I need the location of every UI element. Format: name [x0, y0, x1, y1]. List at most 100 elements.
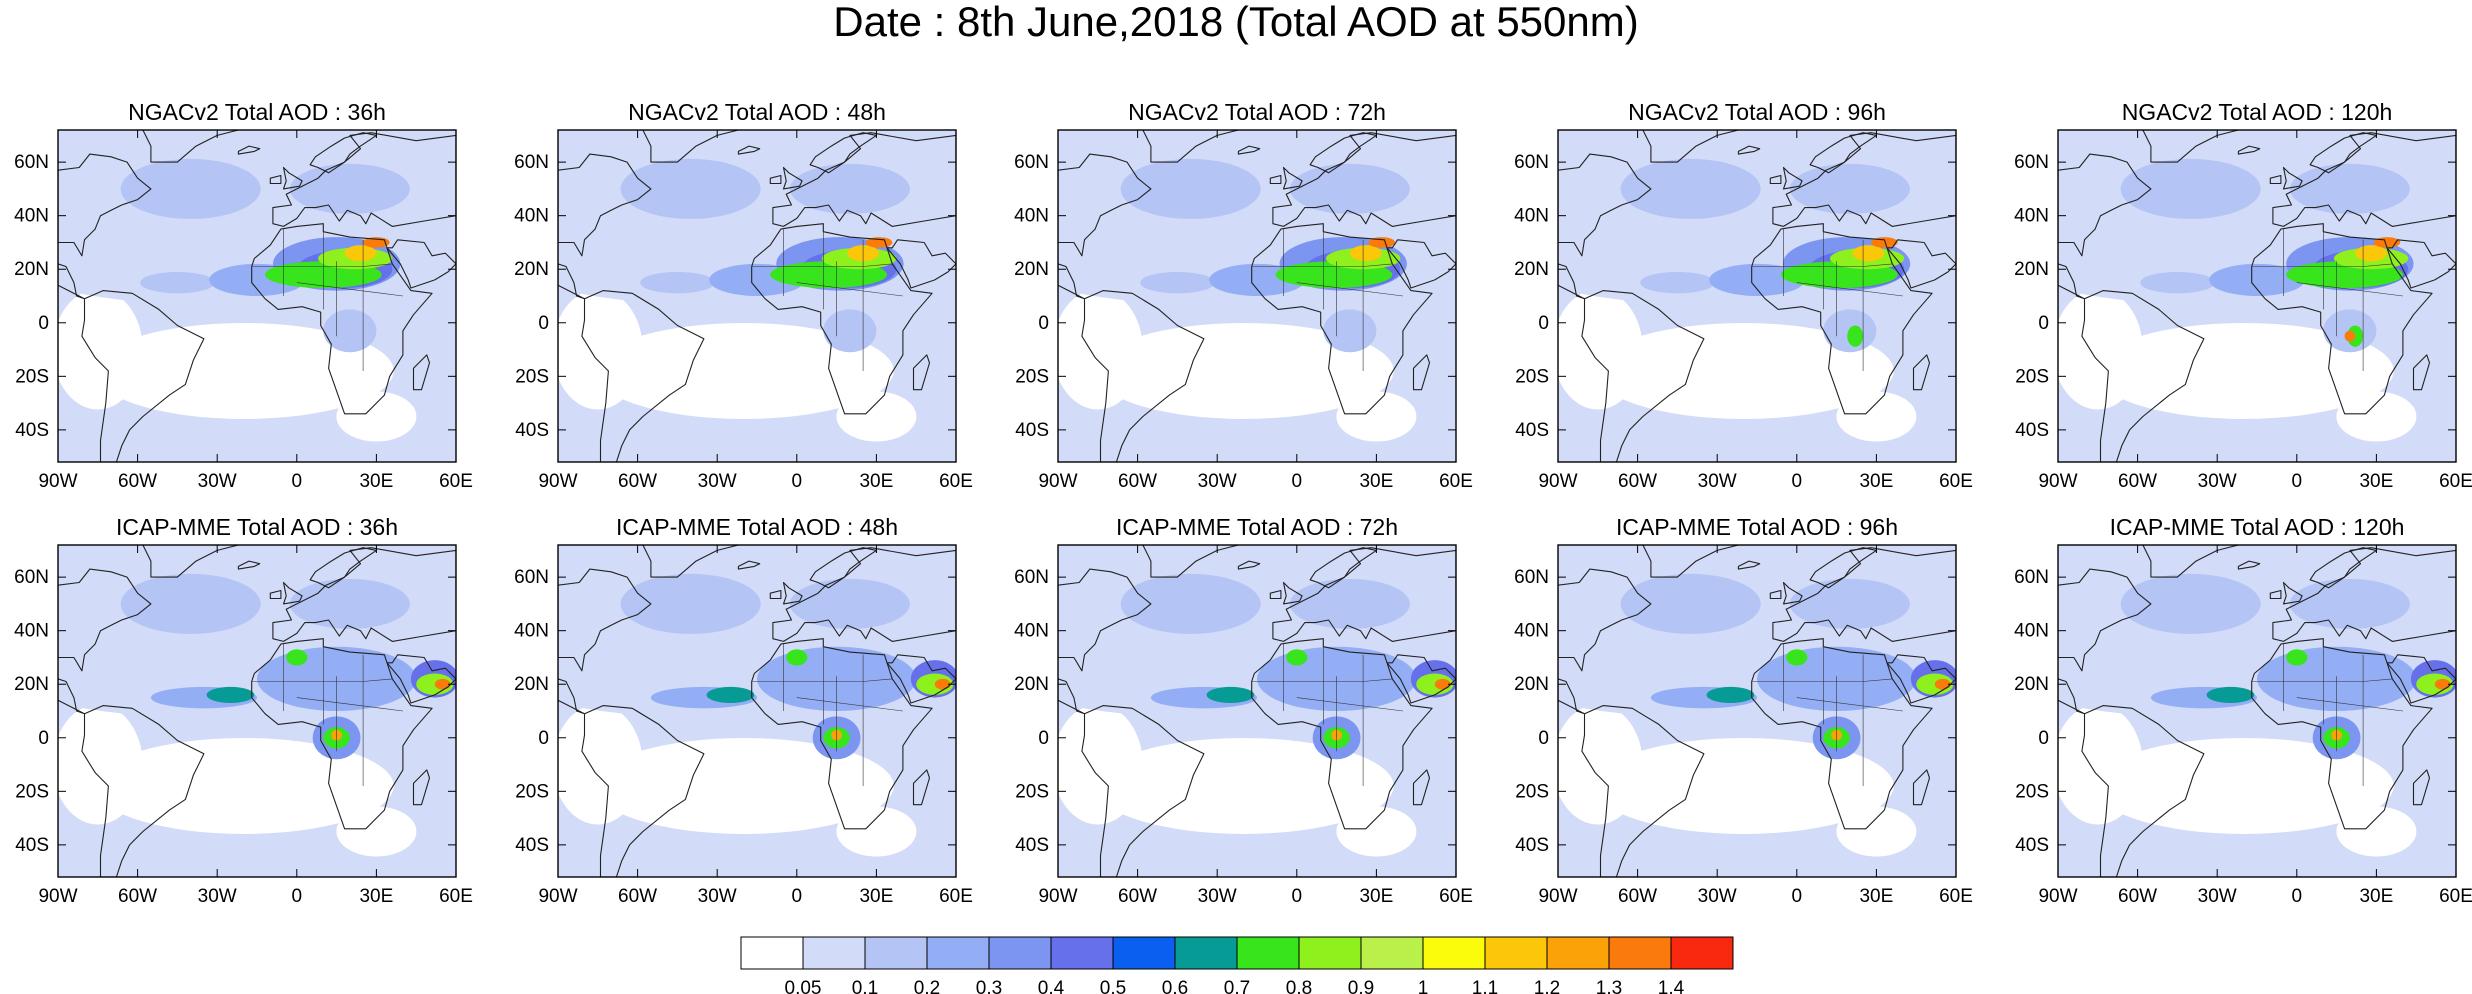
- aod-plume: [1286, 649, 1308, 666]
- y-tick-label: 40S: [1515, 420, 1549, 441]
- x-tick-label: 0: [2292, 471, 2303, 492]
- y-tick-label: 40N: [14, 621, 49, 642]
- aod-plume: [1934, 678, 1951, 690]
- aod-plume: [1434, 678, 1451, 690]
- aod-plume: [206, 686, 255, 703]
- colorbar-swatch: [740, 936, 804, 970]
- aod-region: [1620, 573, 1761, 634]
- colorbar-swatch: [1112, 936, 1176, 970]
- coastline: [2386, 239, 2456, 289]
- coastlines: [1558, 130, 1956, 462]
- coastline: [269, 174, 282, 185]
- coastline: [558, 153, 652, 257]
- coastline: [386, 654, 456, 704]
- colorbar-label: 0.8: [1286, 978, 1312, 994]
- panel-title: NGACv2 Total AOD : 120h: [2122, 99, 2393, 125]
- x-tick-label: 60W: [1618, 471, 1657, 492]
- x-tick-label: 30W: [1198, 886, 1237, 907]
- coastlines: [58, 545, 456, 877]
- coastline: [1809, 547, 1877, 589]
- colorbar-label: 0.4: [1038, 978, 1065, 994]
- clear-sky-region: [1336, 391, 1417, 442]
- colorbar-swatch: [926, 936, 990, 970]
- colorbar-swatch: [1298, 936, 1362, 970]
- coastline: [558, 568, 652, 672]
- aod-field: [1058, 545, 1456, 877]
- coastline: [1912, 769, 1931, 806]
- coastline: [269, 589, 282, 600]
- coastlines: [1058, 545, 1456, 877]
- y-tick-label: 40S: [1515, 835, 1549, 856]
- x-tick-label: 60W: [618, 886, 657, 907]
- coastlines: [558, 130, 956, 462]
- coastline: [1769, 174, 1782, 185]
- coastline: [1737, 145, 1761, 155]
- coastline: [1309, 547, 1377, 589]
- y-tick-label: 20S: [1515, 366, 1549, 387]
- coastlines: [558, 545, 956, 877]
- y-tick-label: 40S: [1015, 420, 1049, 441]
- coastline: [142, 130, 239, 163]
- clear-sky-region: [2336, 391, 2417, 442]
- aod-plume: [934, 678, 951, 690]
- x-tick-label: 60E: [1939, 471, 1973, 492]
- coastline: [1412, 769, 1431, 806]
- clear-sky-region: [58, 704, 143, 825]
- x-tick-label: 30E: [1859, 886, 1893, 907]
- clear-sky-region: [1058, 289, 1143, 410]
- y-tick-label: 40N: [1014, 621, 1049, 642]
- coastline: [558, 678, 586, 715]
- coastlines: [58, 130, 456, 462]
- coastline: [2272, 547, 2456, 642]
- coastline: [1751, 223, 1933, 415]
- y-tick-label: 20N: [1014, 674, 1049, 695]
- map-panel: NGACv2 Total AOD : 48h 60N 40N 20N 0 20S 40S 90…: [514, 99, 973, 492]
- aod-plume: [2434, 678, 2451, 690]
- coastline: [2058, 263, 2086, 300]
- aod-plume: [1852, 245, 1885, 262]
- clear-sky-region: [336, 806, 417, 857]
- y-tick-label: 0: [38, 728, 49, 749]
- panel-title: NGACv2 Total AOD : 36h: [128, 99, 386, 125]
- x-tick-label: 30W: [1198, 471, 1237, 492]
- panel-frame: [1057, 544, 1457, 878]
- aod-region: [789, 578, 910, 629]
- aod-plume: [2355, 245, 2388, 262]
- coastline: [2386, 654, 2456, 704]
- colorbar-label: 0.6: [1162, 978, 1188, 994]
- x-tick-label: 30E: [1859, 471, 1893, 492]
- x-tick-label: 60E: [439, 886, 473, 907]
- map-panel: NGACv2 Total AOD : 96h 60N 40N 20N 0 20S 40S 90…: [1514, 99, 1973, 492]
- y-tick-label: 40S: [515, 835, 549, 856]
- x-tick-label: 60W: [118, 471, 157, 492]
- country-border: [1296, 282, 1403, 297]
- coastline: [2081, 705, 2205, 877]
- x-tick-label: 0: [1792, 471, 1803, 492]
- coastline: [142, 545, 239, 578]
- x-tick-label: 90W: [2038, 886, 2077, 907]
- panel-frame: [2057, 129, 2457, 463]
- coastline: [81, 290, 205, 462]
- coastline: [2272, 132, 2456, 227]
- coastline: [58, 263, 86, 300]
- x-tick-label: 0: [292, 471, 303, 492]
- aod-plume: [2209, 263, 2305, 296]
- aod-region: [2120, 573, 2261, 634]
- coastline: [1558, 263, 1586, 300]
- country-border: [1296, 697, 1403, 712]
- x-tick-label: 60E: [939, 886, 973, 907]
- coastline: [1142, 545, 1239, 578]
- colorbar-swatch: [1174, 936, 1238, 970]
- colorbar-label: 1.2: [1534, 978, 1560, 994]
- y-tick-label: 60N: [1514, 152, 1549, 173]
- aod-region: [2120, 158, 2261, 219]
- colorbar-label: 0.2: [914, 978, 940, 994]
- coastline: [2058, 153, 2152, 257]
- coastline: [772, 132, 956, 227]
- coastline: [1642, 130, 1739, 163]
- aod-region: [120, 573, 261, 634]
- panel-title: ICAP-MME Total AOD : 48h: [616, 514, 898, 540]
- aod-plume: [786, 649, 808, 666]
- panel-title: ICAP-MME Total AOD : 36h: [116, 514, 398, 540]
- aod-plume: [286, 649, 308, 666]
